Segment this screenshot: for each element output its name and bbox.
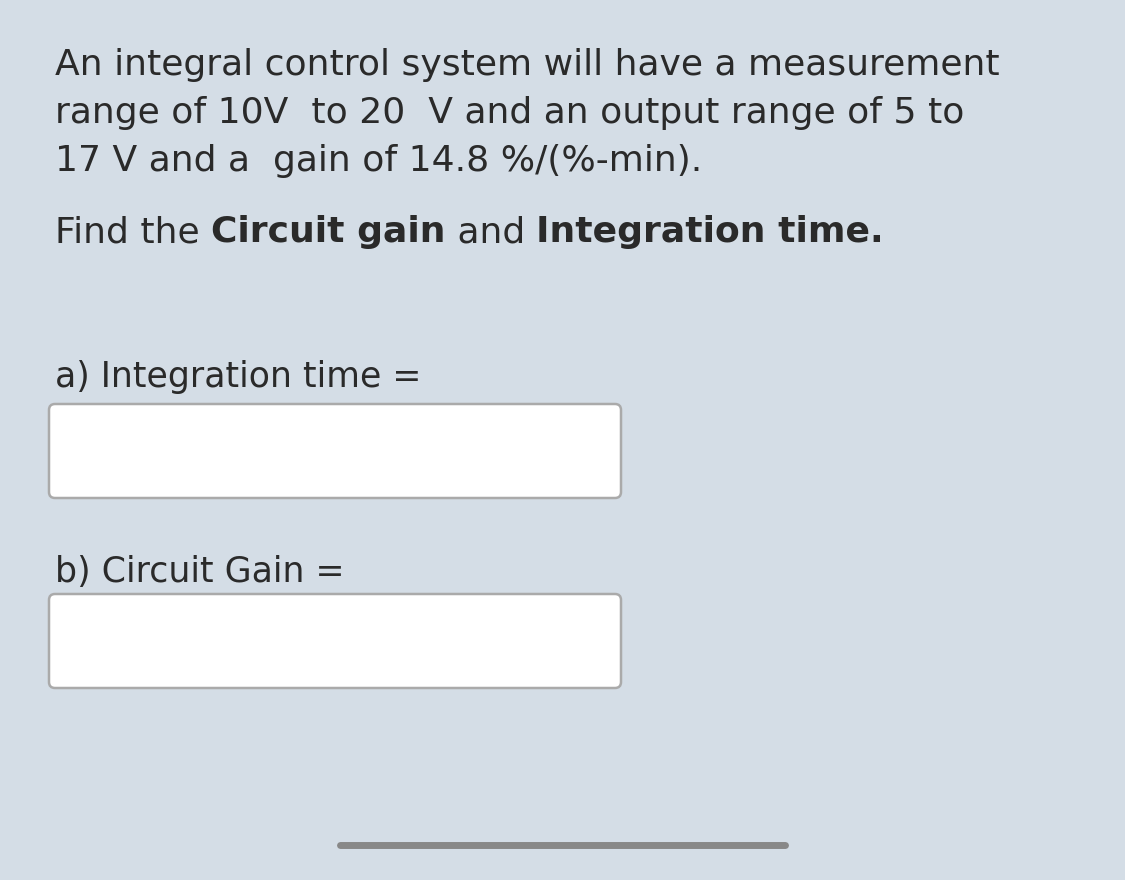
Text: 17 V and a  gain of 14.8 %/(%-min).: 17 V and a gain of 14.8 %/(%-min). bbox=[55, 144, 702, 178]
Text: and: and bbox=[446, 215, 537, 249]
Text: Circuit gain: Circuit gain bbox=[212, 215, 446, 249]
Text: b) Circuit Gain =: b) Circuit Gain = bbox=[55, 555, 344, 589]
Text: range of 10V  to 20  V and an output range of 5 to: range of 10V to 20 V and an output range… bbox=[55, 96, 964, 130]
FancyBboxPatch shape bbox=[50, 594, 621, 688]
Text: Find the: Find the bbox=[55, 215, 212, 249]
Text: Integration time.: Integration time. bbox=[537, 215, 884, 249]
Text: An integral control system will have a measurement: An integral control system will have a m… bbox=[55, 48, 1000, 82]
FancyBboxPatch shape bbox=[50, 404, 621, 498]
Text: a) Integration time =: a) Integration time = bbox=[55, 360, 422, 394]
